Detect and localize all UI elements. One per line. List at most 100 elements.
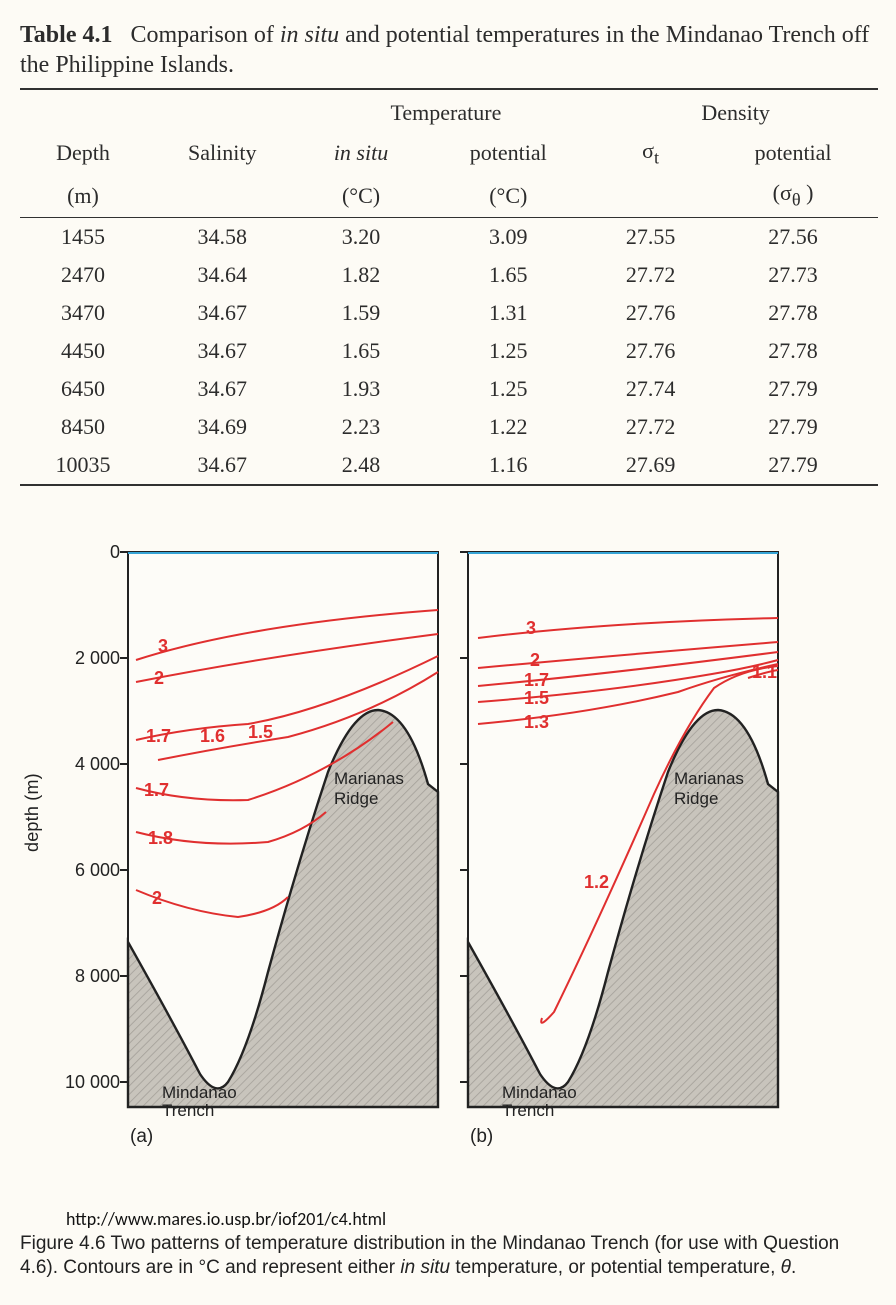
table-cell: 10035	[20, 446, 146, 484]
svg-text:1.2: 1.2	[584, 872, 609, 892]
data-table: Temperature Density Depth Salinity in si…	[20, 94, 878, 486]
svg-text:1.7: 1.7	[144, 780, 169, 800]
figcap-theta: θ	[781, 1257, 791, 1278]
col-temp-insitu: in situ	[334, 140, 388, 165]
col-salinity: Salinity	[146, 132, 299, 174]
table-cell: 1.16	[423, 446, 593, 484]
col-sigma-theta-unit: (σθ )	[708, 174, 878, 216]
svg-text:(a): (a)	[130, 1126, 153, 1147]
svg-text:4 000: 4 000	[75, 754, 120, 774]
table-row: 1003534.672.481.1627.6927.79	[20, 446, 878, 484]
y-axis-label: depth (m)	[22, 773, 43, 852]
figcap-end: .	[791, 1257, 796, 1278]
svg-text:6 000: 6 000	[75, 860, 120, 880]
group-temperature: Temperature	[299, 94, 594, 132]
col-sigma-t: σt	[593, 132, 708, 174]
table-row: 645034.671.931.2527.7427.79	[20, 370, 878, 408]
svg-text:1.6: 1.6	[200, 726, 225, 746]
svg-text:2: 2	[152, 888, 162, 908]
panel-letters: (a) (b)	[130, 1126, 493, 1147]
svg-text:1.7: 1.7	[524, 670, 549, 690]
table-cell: 27.79	[708, 446, 878, 484]
svg-text:0: 0	[110, 542, 120, 562]
svg-text:10 000: 10 000	[65, 1072, 120, 1092]
svg-text:1.8: 1.8	[148, 828, 173, 848]
col-depth: Depth	[20, 132, 146, 174]
svg-text:Ridge: Ridge	[674, 789, 718, 808]
table-cell: 2.23	[299, 408, 424, 446]
col-sigma-theta: potential	[708, 132, 878, 174]
table-cell: 34.67	[146, 370, 299, 408]
table-cell: 1.93	[299, 370, 424, 408]
col-depth-unit: (m)	[20, 174, 146, 216]
svg-text:Mindanao: Mindanao	[502, 1083, 577, 1102]
table-cell: 27.56	[708, 218, 878, 256]
table-cell: 1.65	[299, 332, 424, 370]
table-cell: 6450	[20, 370, 146, 408]
svg-text:(b): (b)	[470, 1126, 493, 1147]
table-bottom-rule	[20, 484, 878, 486]
table-cell: 34.67	[146, 332, 299, 370]
svg-text:Trench: Trench	[162, 1101, 214, 1120]
table-cell: 27.69	[593, 446, 708, 484]
table-col-header-2: (m) (°C) (°C) (σθ )	[20, 174, 878, 216]
table-cell: 1.59	[299, 294, 424, 332]
svg-text:1.5: 1.5	[248, 722, 273, 742]
table-cell: 1.22	[423, 408, 593, 446]
group-density: Density	[593, 94, 878, 132]
table-body: 145534.583.203.0927.5527.56247034.641.82…	[20, 218, 878, 484]
figcap-insitu: in situ	[400, 1257, 450, 1278]
table-cell: 27.73	[708, 256, 878, 294]
table-cell: 3.09	[423, 218, 593, 256]
table-cell: 34.58	[146, 218, 299, 256]
table-cell: 34.69	[146, 408, 299, 446]
figcap-mid: temperature, or potential temperature,	[450, 1257, 781, 1278]
table-cell: 1.25	[423, 370, 593, 408]
table-cell: 27.79	[708, 408, 878, 446]
table-cell: 1.65	[423, 256, 593, 294]
table-cell: 1.31	[423, 294, 593, 332]
source-url: http://www.mares.io.usp.br/iof201/c4.htm…	[66, 1208, 878, 1230]
panel-a: 3 2 1.7 1.6 1.5 1.7 1.8 2 Marianas Ridge…	[120, 552, 438, 1120]
svg-text:Marianas: Marianas	[674, 769, 744, 788]
col-temp-pot-unit: (°C)	[423, 174, 593, 216]
caption-pre: Comparison of	[130, 22, 279, 48]
table-cell: 27.76	[593, 294, 708, 332]
table-row: 347034.671.591.3127.7627.78	[20, 294, 878, 332]
svg-text:2: 2	[530, 650, 540, 670]
figure-caption: Figure 4.6 Two patterns of temperature d…	[20, 1232, 878, 1281]
table-row: 445034.671.651.2527.7627.78	[20, 332, 878, 370]
svg-text:3: 3	[158, 636, 168, 656]
svg-text:1.1: 1.1	[752, 662, 777, 682]
table-cell: 2470	[20, 256, 146, 294]
figure-svg: 3 2 1.7 1.6 1.5 1.7 1.8 2 Marianas Ridge…	[58, 542, 838, 1162]
table-cell: 3.20	[299, 218, 424, 256]
table-row: 845034.692.231.2227.7227.79	[20, 408, 878, 446]
table-cell: 3470	[20, 294, 146, 332]
svg-text:1.5: 1.5	[524, 688, 549, 708]
table-cell: 27.72	[593, 408, 708, 446]
table-caption: Table 4.1 Comparison of in situ and pote…	[20, 20, 878, 80]
table-cell: 1455	[20, 218, 146, 256]
svg-text:1.7: 1.7	[146, 726, 171, 746]
col-temp-pot: potential	[423, 132, 593, 174]
panel-b: 3 2 1.7 1.5 1.3 1.1 1.2 Marianas Ridge M…	[460, 552, 778, 1120]
table-group-header: Temperature Density	[20, 94, 878, 132]
y-tick-labels: 0 2 000 4 000 6 000 8 000 10 000	[65, 542, 120, 1092]
table-cell: 34.64	[146, 256, 299, 294]
table-row: 247034.641.821.6527.7227.73	[20, 256, 878, 294]
table-cell: 27.78	[708, 332, 878, 370]
table-cell: 27.74	[593, 370, 708, 408]
table-cell: 1.82	[299, 256, 424, 294]
svg-text:2: 2	[154, 668, 164, 688]
table-top-rule	[20, 88, 878, 90]
table-cell: 1.25	[423, 332, 593, 370]
col-temp-insitu-unit: (°C)	[299, 174, 424, 216]
table-cell: 27.78	[708, 294, 878, 332]
table-cell: 34.67	[146, 294, 299, 332]
svg-text:3: 3	[526, 618, 536, 638]
table-col-header-1: Depth Salinity in situ potential σt pote…	[20, 132, 878, 174]
table-cell: 8450	[20, 408, 146, 446]
svg-text:Mindanao: Mindanao	[162, 1083, 237, 1102]
table-cell: 27.76	[593, 332, 708, 370]
